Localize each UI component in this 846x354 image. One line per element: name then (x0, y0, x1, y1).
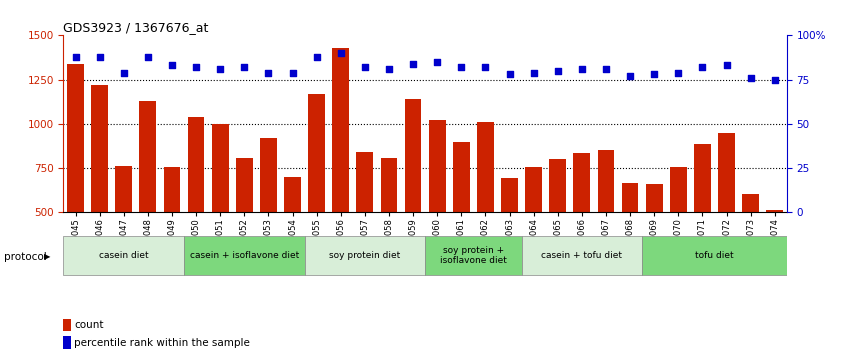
Point (286, 70, 299, 75)
Bar (332, 48, 349, 301)
Bar (115, 166, 132, 301)
Point (527, 70, 541, 75)
Bar (63, 336, 71, 349)
Bar (574, 153, 591, 301)
Point (69, 54, 82, 59)
Point (382, 66, 396, 72)
Point (695, 64, 709, 70)
Bar (694, 144, 711, 301)
Point (431, 59, 444, 65)
Bar (63, 319, 71, 331)
Bar (425, 236, 521, 275)
Bar (453, 142, 470, 301)
Text: soy protein +
isoflavone diet: soy protein + isoflavone diet (440, 246, 507, 266)
Bar (501, 178, 518, 301)
Point (190, 64, 203, 70)
Bar (236, 158, 253, 301)
Bar (404, 99, 421, 301)
Point (599, 66, 613, 72)
Point (334, 50, 348, 56)
Text: casein + tofu diet: casein + tofu diet (541, 251, 623, 260)
Bar (742, 194, 759, 301)
Point (358, 64, 371, 70)
Bar (766, 210, 783, 301)
Point (624, 73, 637, 79)
Bar (477, 122, 494, 301)
Bar (308, 94, 325, 301)
Point (647, 72, 661, 77)
Text: protocol: protocol (4, 252, 47, 262)
Text: ▶: ▶ (44, 252, 51, 261)
Point (93, 54, 107, 59)
Point (238, 64, 251, 70)
Point (551, 68, 564, 74)
Text: casein + isoflavone diet: casein + isoflavone diet (190, 251, 299, 260)
Point (310, 54, 323, 59)
Bar (645, 184, 662, 301)
Bar (525, 167, 542, 301)
Point (406, 61, 420, 67)
Point (744, 75, 757, 81)
Text: GDS3923 / 1367676_at: GDS3923 / 1367676_at (63, 21, 209, 34)
Bar (284, 177, 301, 301)
Point (479, 64, 492, 70)
Bar (67, 64, 84, 301)
Bar (188, 117, 205, 301)
Bar (718, 133, 735, 301)
Text: count: count (74, 320, 103, 330)
Point (672, 70, 685, 75)
Bar (184, 236, 305, 275)
Bar (429, 120, 446, 301)
Bar (305, 236, 425, 275)
Point (213, 66, 227, 72)
Bar (622, 183, 639, 301)
Point (575, 66, 589, 72)
Bar (63, 236, 184, 275)
Point (261, 70, 275, 75)
Bar (212, 124, 228, 301)
Point (117, 70, 130, 75)
Bar (163, 167, 180, 301)
Bar (260, 138, 277, 301)
Point (165, 63, 179, 68)
Text: casein diet: casein diet (99, 251, 149, 260)
Bar (356, 152, 373, 301)
Text: soy protein diet: soy protein diet (329, 251, 400, 260)
Bar (597, 150, 614, 301)
Text: tofu diet: tofu diet (695, 251, 733, 260)
Bar (642, 236, 787, 275)
Point (141, 54, 155, 59)
Bar (670, 167, 687, 301)
Bar (381, 158, 398, 301)
Bar (521, 236, 642, 275)
Point (768, 77, 782, 82)
Bar (91, 85, 108, 301)
Point (720, 63, 733, 68)
Bar (140, 101, 157, 301)
Bar (549, 159, 566, 301)
Point (503, 72, 516, 77)
Text: percentile rank within the sample: percentile rank within the sample (74, 338, 250, 348)
Point (454, 64, 468, 70)
